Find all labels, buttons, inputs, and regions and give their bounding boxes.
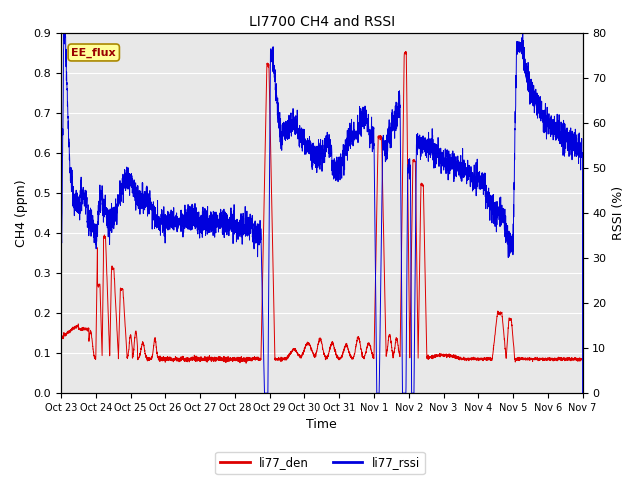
li77_rssi bbox=[563, 132, 571, 138]
li77_rssi bbox=[276, 128, 284, 134]
li77_den bbox=[276, 356, 284, 361]
Y-axis label: CH4 (ppm): CH4 (ppm) bbox=[15, 179, 28, 247]
li77_den bbox=[537, 356, 545, 362]
Legend: li77_den, li77_rssi: li77_den, li77_rssi bbox=[216, 452, 424, 474]
li77_den bbox=[436, 352, 444, 358]
li77_rssi bbox=[436, 159, 444, 165]
li77_den bbox=[305, 341, 313, 347]
li77_den bbox=[563, 355, 571, 361]
li77_rssi bbox=[579, 390, 586, 396]
Y-axis label: RSSI (%): RSSI (%) bbox=[612, 186, 625, 240]
li77_rssi bbox=[305, 150, 313, 156]
li77_rssi bbox=[537, 118, 545, 124]
li77_rssi bbox=[60, 30, 68, 36]
li77_den bbox=[401, 49, 409, 55]
Line: li77_rssi: li77_rssi bbox=[61, 33, 582, 393]
Text: EE_flux: EE_flux bbox=[72, 48, 116, 58]
li77_rssi bbox=[260, 390, 268, 396]
Title: LI7700 CH4 and RSSI: LI7700 CH4 and RSSI bbox=[249, 15, 395, 29]
li77_den bbox=[57, 335, 65, 340]
li77_den bbox=[579, 356, 586, 362]
li77_den bbox=[243, 360, 250, 366]
li77_den bbox=[280, 356, 288, 361]
li77_rssi bbox=[57, 242, 65, 248]
Line: li77_den: li77_den bbox=[61, 52, 582, 363]
X-axis label: Time: Time bbox=[307, 419, 337, 432]
li77_rssi bbox=[281, 136, 289, 142]
